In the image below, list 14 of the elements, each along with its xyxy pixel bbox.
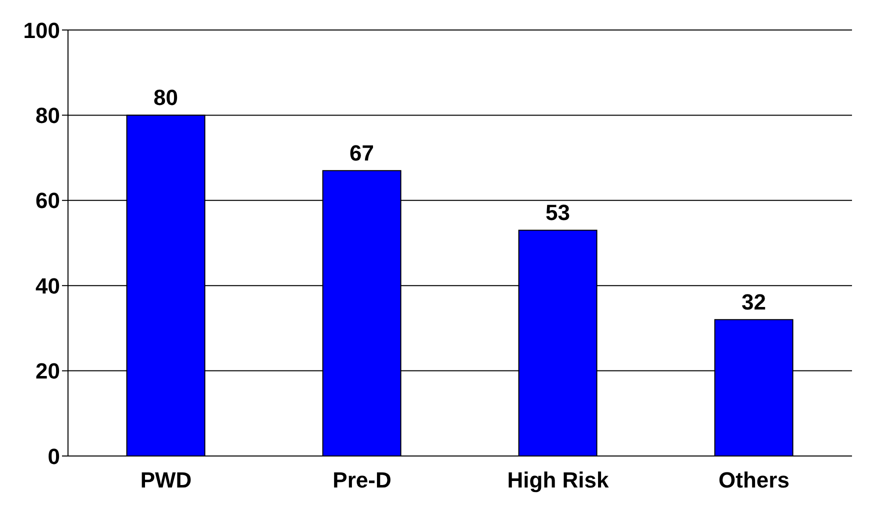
data-label: 32	[742, 290, 766, 315]
data-label: 80	[154, 85, 178, 110]
y-tick-label: 40	[36, 273, 60, 298]
y-tick-label: 60	[36, 188, 60, 214]
y-tick-label: 80	[36, 103, 60, 128]
x-tick-label: High Risk	[507, 468, 610, 493]
y-tick-label: 0	[48, 444, 60, 469]
x-tick-label: PWD	[140, 468, 192, 493]
x-tick-label: Pre-D	[332, 468, 392, 493]
data-label: 67	[350, 140, 374, 166]
data-label: 53	[546, 200, 570, 226]
x-tick-label: Others	[718, 468, 790, 493]
y-tick-label: 20	[36, 358, 60, 384]
y-tick-label: 100	[23, 18, 60, 43]
